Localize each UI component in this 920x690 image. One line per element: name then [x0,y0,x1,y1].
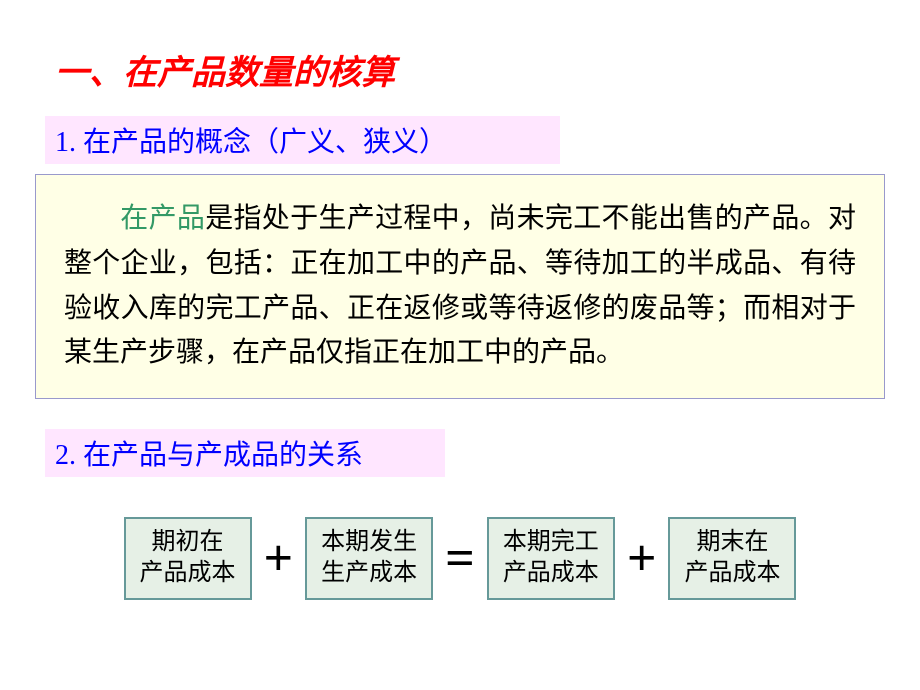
eq-box-line1: 期末在 [684,527,780,558]
cost-equation: 期初在 产品成本 + 本期发生 生产成本 = 本期完工 产品成本 + 期末在 产… [30,517,890,599]
section-title: 一、在产品数量的核算 [55,45,890,94]
eq-box-line2: 产品成本 [140,558,236,589]
eq-box-line1: 本期完工 [503,527,599,558]
eq-box-initial-cost: 期初在 产品成本 [124,517,252,599]
plus-operator-2: + [623,529,661,588]
eq-box-ending-cost: 期末在 产品成本 [668,517,796,599]
definition-box: 在产品是指处于生产过程中，尚未完工不能出售的产品。对整个企业，包括：正在加工中的… [35,174,885,399]
eq-box-finished-cost: 本期完工 产品成本 [487,517,615,599]
plus-operator: + [260,529,298,588]
eq-box-line2: 产品成本 [684,558,780,589]
eq-box-line2: 生产成本 [321,558,417,589]
subsection-2-title: 2. 在产品与产成品的关系 [45,429,445,477]
highlight-term: 在产品 [120,203,205,234]
eq-box-period-cost: 本期发生 生产成本 [305,517,433,599]
subsection-1-title: 1. 在产品的概念（广义、狭义） [45,116,560,164]
equals-operator: = [441,529,479,588]
eq-box-line2: 产品成本 [503,558,599,589]
eq-box-line1: 本期发生 [321,527,417,558]
eq-box-line1: 期初在 [140,527,236,558]
